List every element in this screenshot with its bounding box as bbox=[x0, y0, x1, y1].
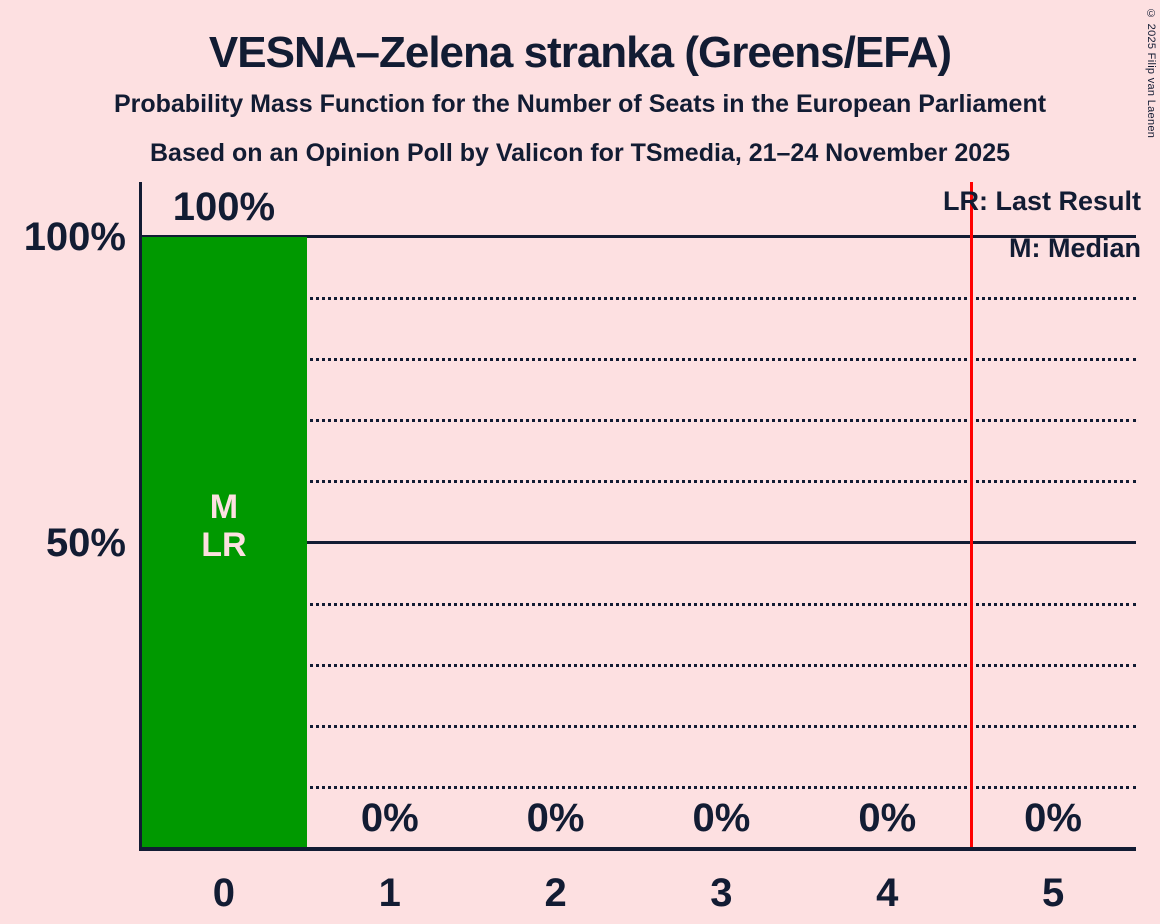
chart-subtitle: Probability Mass Function for the Number… bbox=[113, 90, 1047, 118]
y-axis-label-50%: 50% bbox=[45, 520, 126, 565]
x-axis-label-4: 4 bbox=[876, 871, 899, 915]
x-axis-label-5: 5 bbox=[1041, 871, 1065, 915]
red-vertical-line bbox=[970, 182, 973, 848]
x-axis-label-3: 3 bbox=[710, 871, 733, 915]
gridline-solid-100pct bbox=[141, 235, 1136, 238]
gridline-dotted-30pct bbox=[141, 663, 1136, 667]
y-axis-line bbox=[139, 182, 142, 850]
bar-value-label-seat-5: 0% bbox=[1024, 796, 1082, 840]
copyright-notice: © 2025 Filip van Laenen bbox=[1145, 8, 1157, 139]
bar-value-label-seat-4: 0% bbox=[858, 796, 917, 840]
gridline-solid-50pct bbox=[141, 540, 1136, 544]
chart-source-line: Based on an Opinion Poll by Valicon for … bbox=[150, 139, 1010, 167]
legend-last-result: LR: Last Result bbox=[942, 186, 1141, 216]
bar-annotation-m: M bbox=[209, 488, 239, 526]
x-axis-line bbox=[139, 847, 1136, 851]
y-axis-label-100%: 100% bbox=[23, 215, 126, 259]
gridline-dotted-10pct bbox=[141, 785, 1136, 789]
x-axis-label-1: 1 bbox=[378, 871, 401, 915]
x-axis-label-0: 0 bbox=[212, 871, 236, 915]
gridline-dotted-20pct bbox=[141, 724, 1136, 728]
gridline-dotted-60pct bbox=[141, 480, 1136, 484]
gridline-dotted-90pct bbox=[141, 297, 1136, 301]
legend-median: M: Median bbox=[1009, 233, 1141, 263]
gridline-dotted-80pct bbox=[141, 358, 1136, 362]
bar-value-label-seat-0: 100% bbox=[172, 185, 276, 229]
bar-value-label-seat-2: 0% bbox=[526, 796, 585, 840]
x-axis-label-2: 2 bbox=[544, 871, 567, 915]
chart-title: VESNA–Zelena stranka (Greens/EFA) bbox=[208, 28, 952, 77]
gridline-dotted-40pct bbox=[141, 602, 1136, 606]
bar-annotation-lr: LR bbox=[201, 526, 247, 564]
bar-value-label-seat-1: 0% bbox=[360, 796, 419, 840]
bar-seat-0 bbox=[141, 237, 307, 848]
bar-value-label-seat-3: 0% bbox=[692, 796, 751, 840]
gridline-dotted-70pct bbox=[141, 419, 1136, 423]
